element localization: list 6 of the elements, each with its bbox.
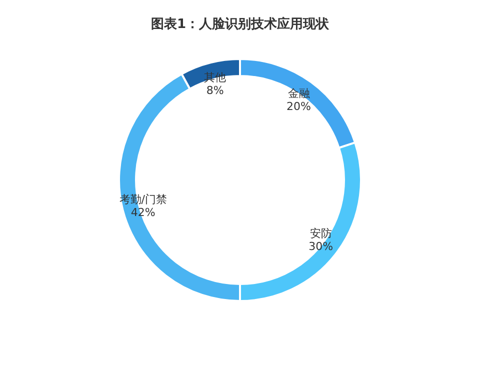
data-label: 30%: [308, 240, 334, 253]
slice-label: 金融: [288, 87, 310, 100]
slice-label: 安防: [310, 226, 332, 240]
chart-title: 图表1：人脸识别技术应用现状: [150, 16, 330, 32]
data-label: 20%: [286, 100, 312, 114]
data-label: 8%: [206, 84, 224, 98]
